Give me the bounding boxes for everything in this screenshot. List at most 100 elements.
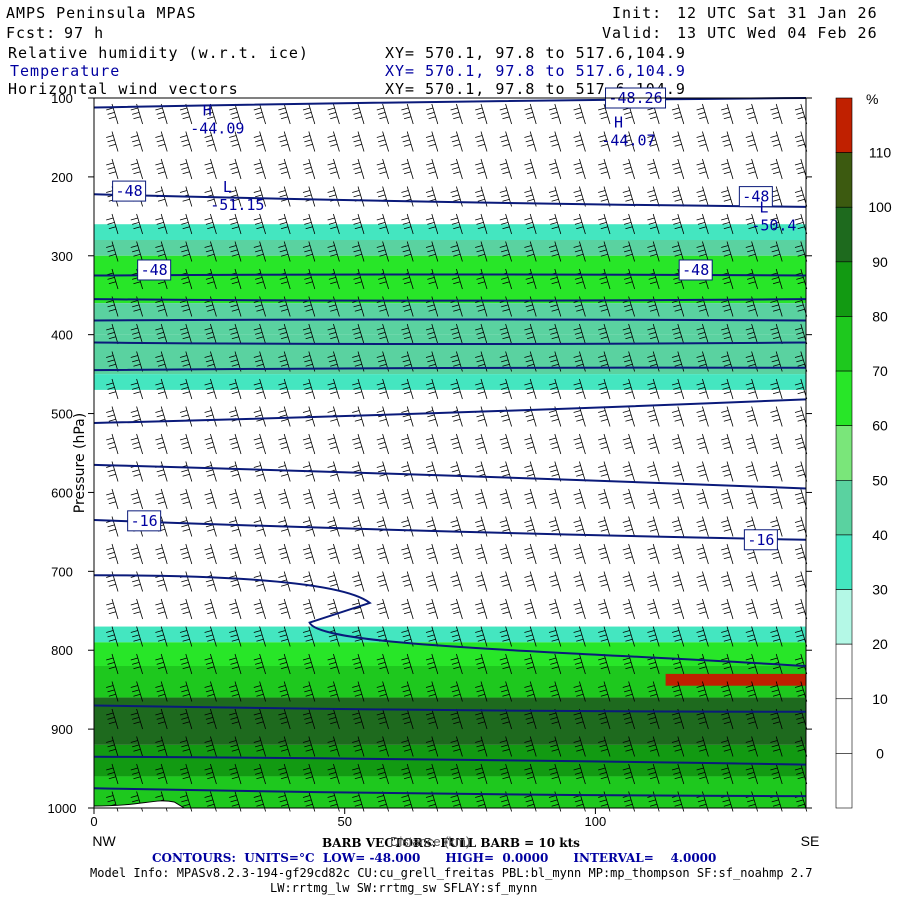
wind-barb	[253, 708, 266, 730]
wind-barb	[548, 653, 562, 675]
wind-barb	[130, 708, 143, 730]
wind-barb	[598, 323, 611, 345]
wind-barb	[229, 516, 242, 537]
wind-barb	[278, 681, 291, 702]
wind-barb	[671, 186, 685, 207]
wind-barb	[155, 351, 168, 372]
wind-barb	[229, 763, 242, 785]
wind-barb	[573, 103, 586, 125]
wind-barb	[770, 158, 783, 180]
wind-barb	[499, 406, 512, 427]
wind-barb	[155, 213, 168, 235]
wind-barb	[352, 241, 365, 262]
wind-barb	[548, 791, 562, 812]
x-tick-label: 0	[90, 814, 97, 829]
contour-label: -48	[742, 188, 769, 206]
wind-barb	[671, 351, 685, 372]
wind-barb	[598, 488, 611, 510]
wind-barb	[475, 241, 488, 262]
wind-barb	[204, 708, 217, 730]
wind-barb	[401, 681, 414, 702]
wind-barb	[352, 626, 365, 647]
wind-barb	[302, 791, 316, 812]
wind-barb	[794, 681, 808, 702]
wind-barb	[130, 433, 143, 455]
wind-barb	[745, 213, 758, 235]
colorbar-segment	[835, 316, 853, 372]
wind-barb	[327, 433, 340, 455]
wind-barb	[179, 488, 193, 510]
wind-barb	[450, 571, 463, 592]
wind-barb	[696, 406, 709, 427]
wind-barb	[598, 158, 611, 180]
wind-barb	[376, 351, 389, 372]
wind-barb	[450, 516, 463, 537]
wind-barb	[696, 241, 709, 262]
wind-barb	[376, 626, 389, 647]
wind-barb	[302, 213, 316, 235]
wind-barb	[671, 626, 685, 647]
wind-barb	[229, 598, 242, 620]
wind-barb	[376, 406, 389, 427]
wind-barb	[548, 406, 562, 427]
wind-barb	[647, 516, 660, 537]
wind-barb	[302, 626, 316, 647]
wind-barb	[721, 241, 734, 262]
temperature-contour	[93, 704, 807, 713]
wind-barb	[106, 241, 119, 262]
wind-barb	[229, 103, 242, 125]
wind-barb	[573, 598, 586, 620]
wind-barb	[770, 516, 783, 537]
wind-barb	[475, 103, 488, 125]
colorbar-label: 0	[876, 745, 884, 761]
wind-barb	[106, 488, 119, 510]
wind-barb	[524, 323, 537, 345]
wind-barb	[548, 708, 562, 730]
wind-barb	[794, 323, 808, 345]
wind-barb	[622, 296, 635, 317]
wind-barb	[573, 653, 586, 675]
colorbar-segment	[835, 261, 853, 317]
wind-barb	[376, 598, 389, 620]
wind-barb	[548, 213, 562, 235]
wind-barb	[573, 543, 586, 565]
wind-barb	[130, 213, 143, 235]
wind-barb	[401, 241, 414, 262]
wind-barb	[770, 131, 783, 152]
wind-barb	[647, 791, 660, 812]
wind-barb	[130, 131, 143, 152]
wind-barb	[204, 378, 217, 400]
wind-barb	[278, 626, 291, 647]
wind-barb	[401, 186, 414, 207]
wind-barb	[745, 461, 758, 482]
wind-barb	[745, 241, 758, 262]
wind-barb	[229, 158, 242, 180]
rh-patch	[665, 673, 806, 686]
wind-barb	[106, 571, 119, 592]
wind-barb	[229, 543, 242, 565]
wind-barb	[647, 241, 660, 262]
wind-barb	[524, 378, 537, 400]
wind-barb	[155, 571, 168, 592]
contour-label-box	[678, 259, 713, 281]
wind-barb	[622, 571, 635, 592]
wind-barb	[794, 186, 808, 207]
wind-barb	[179, 158, 193, 180]
wind-barb	[450, 708, 463, 730]
wind-barb	[745, 406, 758, 427]
y-tick-label: 1000	[48, 801, 77, 816]
wind-barb	[499, 158, 512, 180]
wind-barb	[475, 406, 488, 427]
wind-barb	[573, 626, 586, 647]
wind-barb	[327, 296, 340, 317]
wind-barb	[794, 543, 808, 565]
colorbar-segment	[835, 480, 853, 536]
wind-barb	[352, 763, 365, 785]
wind-barb	[622, 653, 635, 675]
wind-barb	[179, 296, 193, 317]
x-tick-label: 50	[337, 814, 351, 829]
wind-barb	[598, 131, 611, 152]
wind-barb	[155, 241, 168, 262]
wind-barb	[647, 433, 660, 455]
wind-barb	[376, 241, 389, 262]
